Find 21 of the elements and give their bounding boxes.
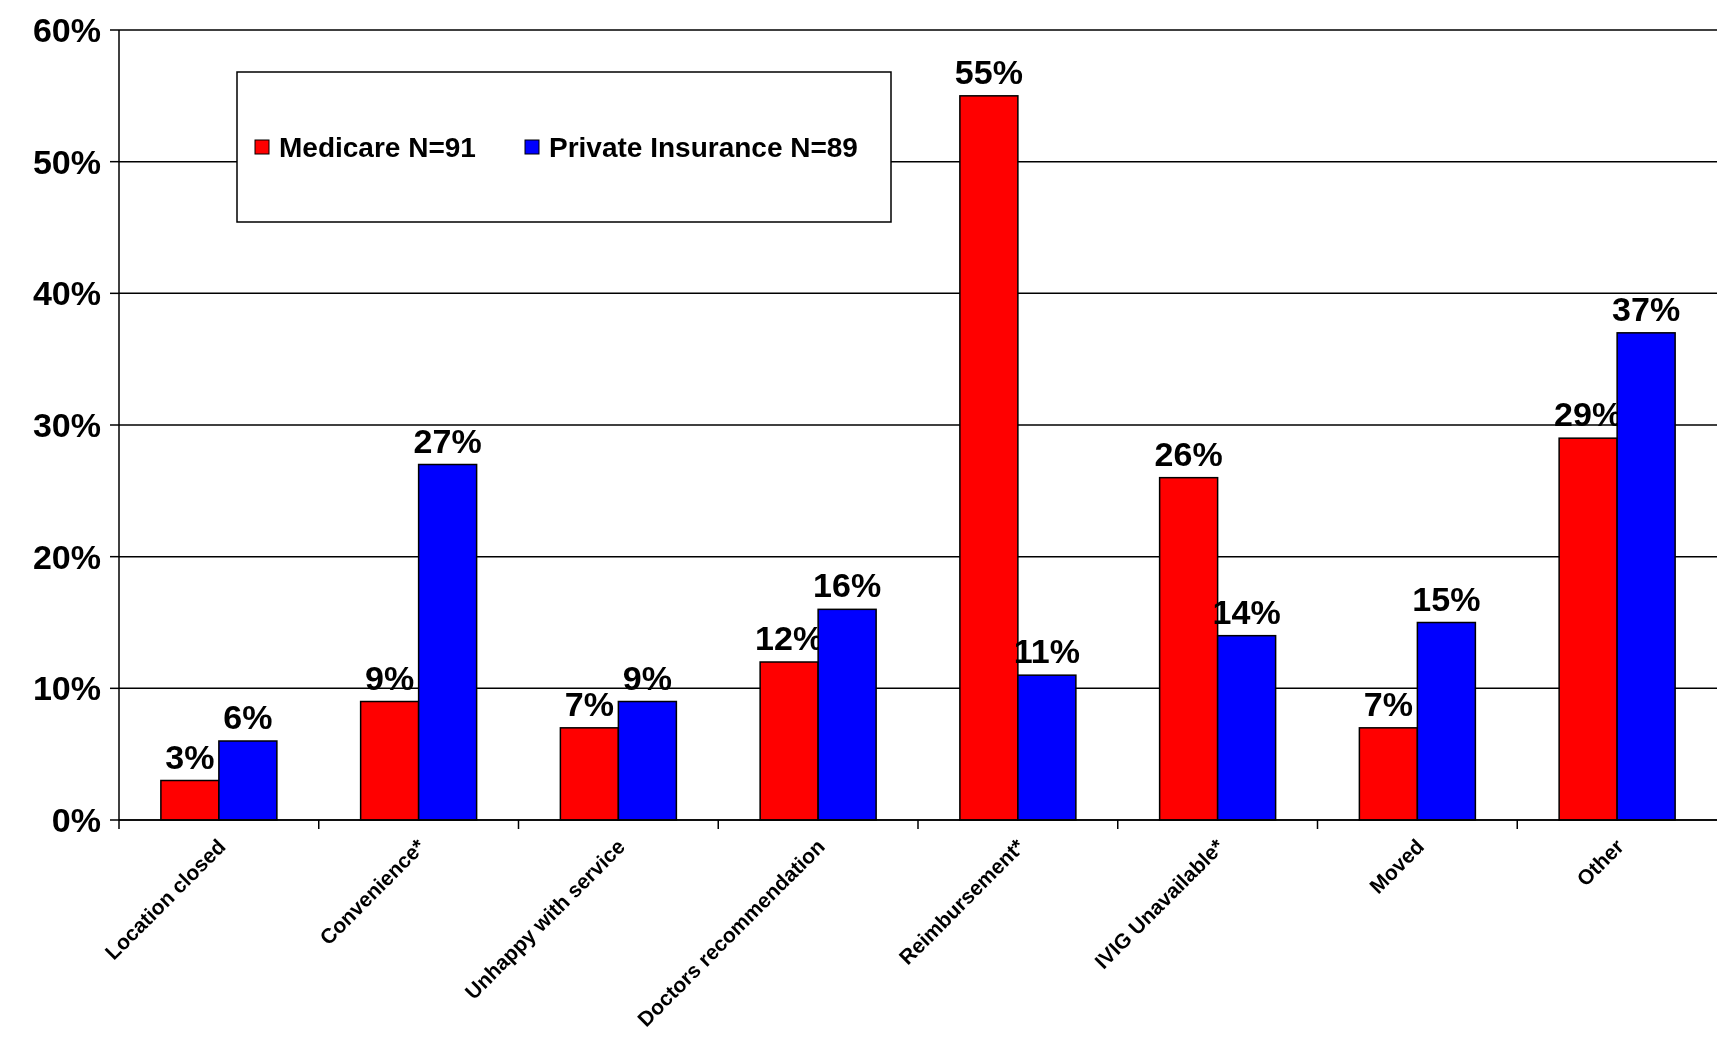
y-tick-label: 50% — [32, 142, 101, 181]
data-label: 37% — [1612, 289, 1681, 328]
y-tick-label: 20% — [32, 537, 101, 576]
data-label: 27% — [413, 421, 482, 460]
data-label: 6% — [223, 698, 273, 736]
data-label: 3% — [165, 737, 215, 776]
data-label: 9% — [365, 658, 415, 697]
y-tick-label: 60% — [32, 10, 101, 49]
legend-label: Medicare N=91 — [279, 131, 476, 163]
data-label: 9% — [622, 658, 672, 697]
data-label: 7% — [1363, 684, 1413, 723]
data-label: 55% — [954, 52, 1023, 91]
y-tick-label: 40% — [32, 274, 101, 313]
y-tick-label: 10% — [32, 669, 101, 708]
y-tick-label: 0% — [51, 800, 101, 839]
data-label: 15% — [1412, 579, 1481, 618]
legend-label: Private Insurance N=89 — [549, 131, 858, 163]
y-tick-label: 30% — [32, 405, 101, 444]
data-label: 7% — [564, 684, 614, 723]
data-label: 16% — [813, 566, 882, 605]
data-label: 26% — [1154, 434, 1223, 473]
